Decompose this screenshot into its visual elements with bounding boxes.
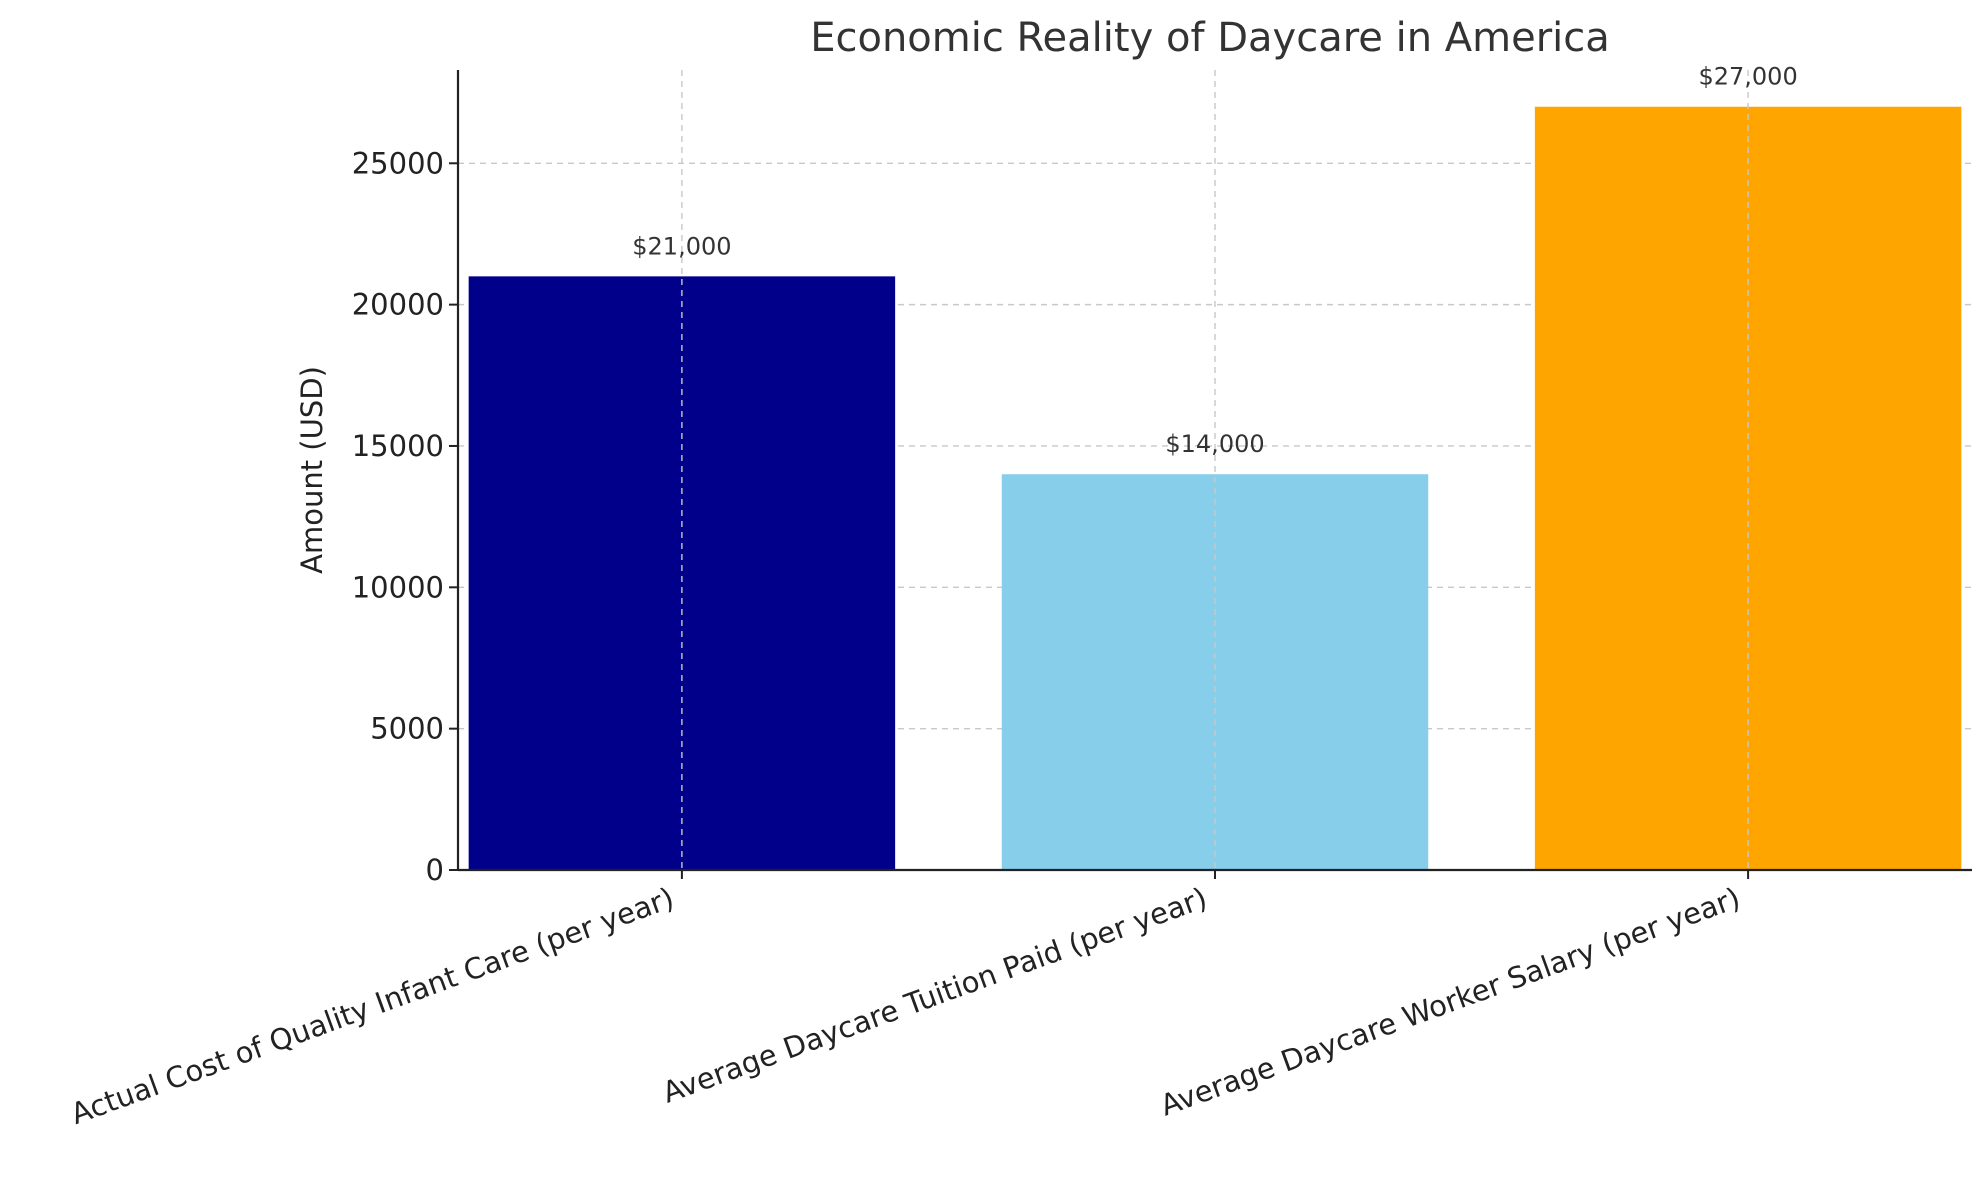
- y-tick-label: 5000: [370, 712, 444, 746]
- x-tick-label: Average Daycare Tuition Paid (per year): [658, 881, 1211, 1110]
- bar-data-label: $27,000: [1698, 63, 1797, 91]
- y-tick-label: 15000: [352, 429, 444, 463]
- chart-title: Economic Reality of Daycare in America: [810, 15, 1610, 61]
- bar: [468, 276, 896, 870]
- y-tick-label: 0: [426, 853, 444, 887]
- y-axis-label: Amount (USD): [295, 366, 329, 574]
- bar-data-label: $21,000: [632, 232, 731, 260]
- y-tick-label: 10000: [352, 570, 444, 604]
- axes-layer: [449, 70, 1972, 879]
- bar: [1001, 474, 1429, 870]
- vertical-grid-layer: [681, 70, 1749, 870]
- y-tick-label: 20000: [352, 288, 444, 322]
- y-tick-label: 25000: [352, 146, 444, 180]
- bar-data-label: $14,000: [1165, 430, 1264, 458]
- x-tick-label: Actual Cost of Quality Infant Care (per …: [66, 881, 678, 1131]
- bars-layer: [468, 106, 1962, 870]
- x-tick-label: Average Daycare Worker Salary (per year): [1156, 881, 1745, 1123]
